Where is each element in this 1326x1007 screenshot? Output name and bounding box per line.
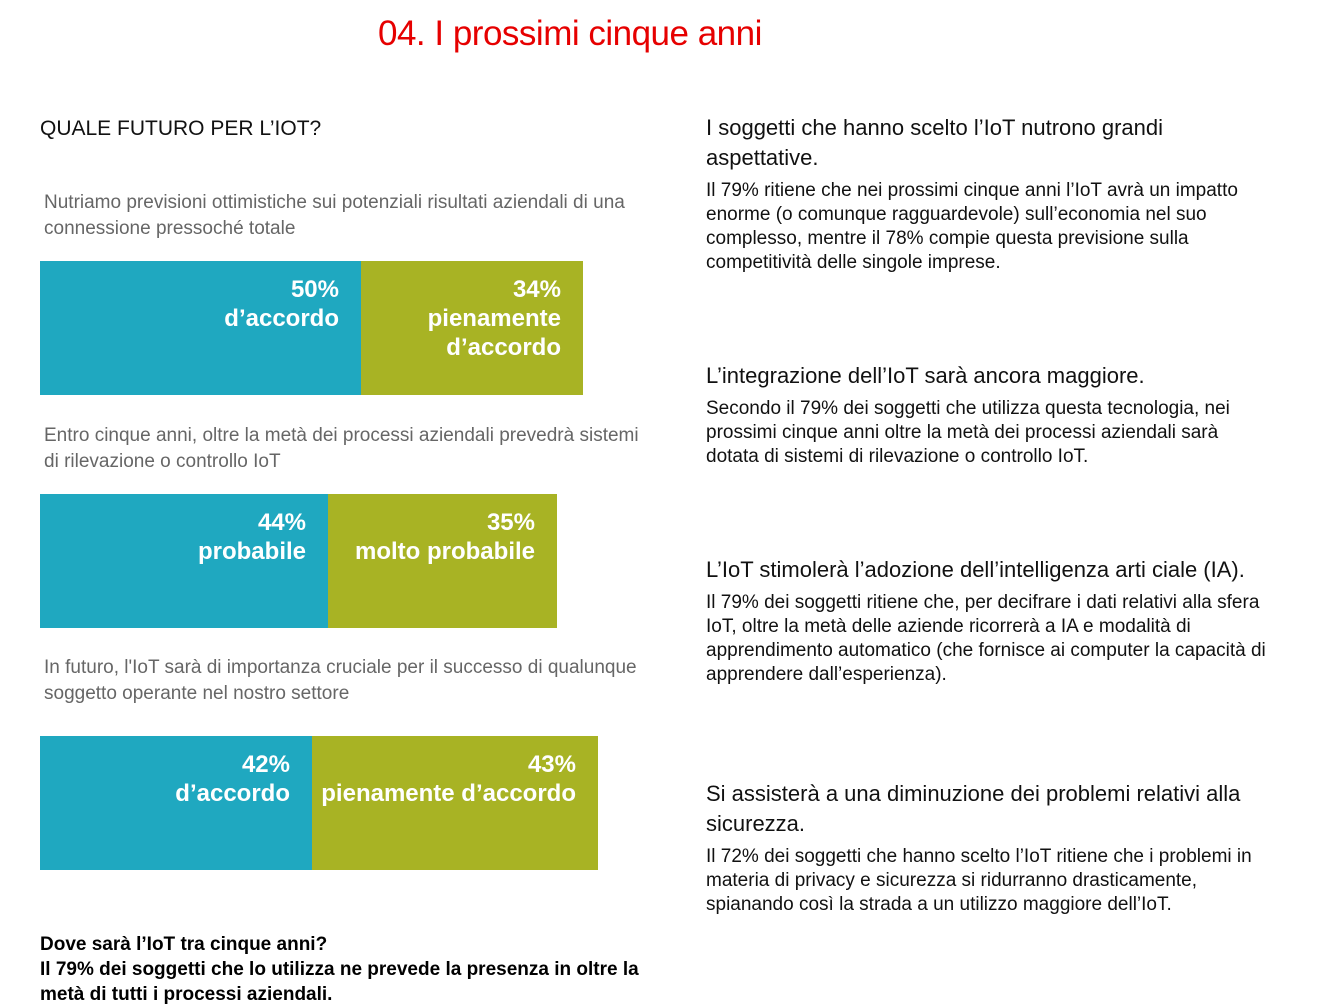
right-section: L’IoT stimolerà l’adozione dell’intellig…	[706, 555, 1266, 687]
stat-bar: 50% d’accordo 34% pienamente d’accordo	[40, 261, 583, 395]
right-section-heading: I soggetti che hanno scelto l’IoT nutron…	[706, 115, 1164, 170]
bar-segment-very-probable: 35% molto probabile	[328, 494, 557, 628]
segment-label: molto probabile	[355, 538, 535, 565]
footer-question: Dove sarà l’IoT tra cinque anni?	[40, 934, 328, 955]
segment-percent: 35%	[486, 509, 535, 536]
segment-label: d’accordo	[224, 305, 339, 332]
right-section: L’integrazione dell’IoT sarà ancora magg…	[706, 361, 1266, 469]
segment-label: probabile	[197, 538, 306, 565]
right-section-heading: Si assisterà a una diminuzione dei probl…	[706, 781, 1241, 836]
bar-segment-strongly-agree: 34% pienamente d’accordo	[361, 261, 583, 395]
bar-segment-probable: 44% probabile	[40, 494, 328, 628]
footer-note: Dove sarà l’IoT tra cinque anni? Il 79% …	[40, 932, 640, 1007]
segment-label: d’accordo	[175, 780, 290, 807]
stat-caption: In futuro, l'IoT sarà di importanza cruc…	[44, 657, 637, 704]
segment-percent: 44%	[257, 509, 306, 536]
segment-label: pienamente d’accordo	[321, 780, 576, 807]
segment-percent: 34%	[512, 276, 561, 303]
right-section-heading: L’integrazione dell’IoT sarà ancora magg…	[706, 363, 1145, 388]
page-title: 04. I prossimi cinque anni	[378, 14, 762, 53]
stat-bar: 42% d’accordo 43% pienamente d’accordo	[40, 736, 598, 870]
right-section: Si assisterà a una diminuzione dei probl…	[706, 779, 1266, 917]
stat-bar: 44% probabile 35% molto probabile	[40, 494, 557, 628]
segment-percent: 50%	[290, 276, 339, 303]
stat-caption: Nutriamo previsioni ottimistiche sui pot…	[44, 192, 625, 239]
section-title: QUALE FUTURO PER L’IOT?	[40, 117, 322, 140]
segment-percent: 42%	[241, 751, 290, 778]
segment-percent: 43%	[527, 751, 576, 778]
right-section: I soggetti che hanno scelto l’IoT nutron…	[706, 113, 1266, 275]
right-section-body: Il 72% dei soggetti che hanno scelto l’I…	[706, 846, 1252, 915]
bar-segment-agree: 42% d’accordo	[40, 736, 312, 870]
right-section-body: Secondo il 79% dei soggetti che utilizza…	[706, 398, 1230, 467]
bar-segment-agree: 50% d’accordo	[40, 261, 361, 395]
segment-label: pienamente d’accordo	[427, 305, 561, 361]
footer-answer: Il 79% dei soggetti che lo utilizza ne p…	[40, 959, 639, 1005]
right-section-body: Il 79% dei soggetti ritiene che, per dec…	[706, 592, 1266, 685]
bar-segment-strongly-agree: 43% pienamente d’accordo	[312, 736, 598, 870]
right-section-body: Il 79% ritiene che nei prossimi cinque a…	[706, 180, 1238, 273]
stat-caption: Entro cinque anni, oltre la metà dei pro…	[44, 425, 639, 472]
right-section-heading: L’IoT stimolerà l’adozione dell’intellig…	[706, 557, 1245, 582]
